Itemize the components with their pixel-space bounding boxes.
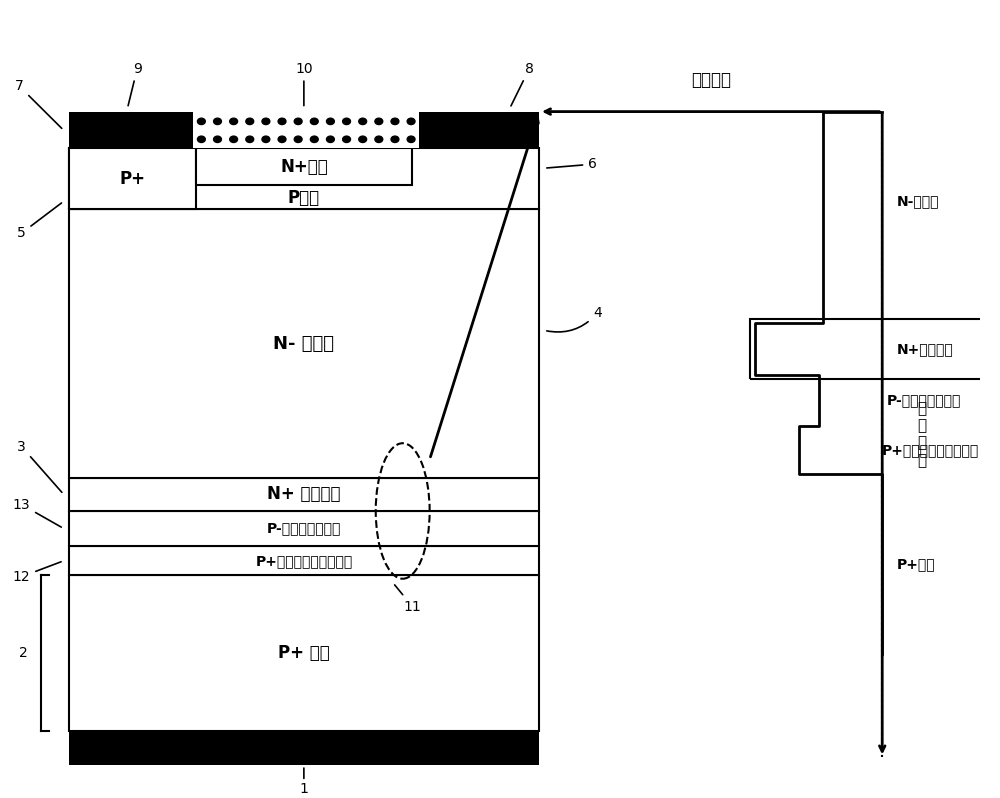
- Circle shape: [246, 118, 254, 124]
- Text: 1: 1: [299, 782, 308, 796]
- Circle shape: [375, 136, 383, 143]
- Circle shape: [230, 136, 238, 143]
- Text: 10: 10: [295, 61, 313, 105]
- Bar: [196, 148, 412, 185]
- Circle shape: [407, 118, 415, 124]
- Circle shape: [375, 118, 383, 124]
- Text: N-漂移区: N-漂移区: [897, 194, 939, 208]
- Text: 13: 13: [13, 498, 61, 527]
- Bar: [69, 148, 539, 209]
- Bar: [69, 575, 539, 731]
- Circle shape: [278, 136, 286, 143]
- Text: P+衬底: P+衬底: [897, 557, 936, 571]
- Bar: [69, 731, 539, 765]
- Circle shape: [278, 118, 286, 124]
- Circle shape: [310, 118, 318, 124]
- Circle shape: [391, 118, 399, 124]
- Circle shape: [359, 118, 367, 124]
- Text: 11: 11: [395, 585, 421, 614]
- Bar: [69, 547, 539, 575]
- Text: 纵
向
位
置: 纵 向 位 置: [917, 401, 926, 468]
- Circle shape: [197, 136, 205, 143]
- Text: P-注入增强缓冲层: P-注入增强缓冲层: [267, 522, 341, 535]
- Text: 3: 3: [17, 440, 62, 492]
- Text: P阱区: P阱区: [288, 189, 320, 207]
- Circle shape: [262, 136, 270, 143]
- Text: P+: P+: [119, 170, 145, 188]
- Bar: [69, 113, 539, 148]
- Text: 掺杂浓度: 掺杂浓度: [691, 71, 731, 89]
- Text: 7: 7: [15, 80, 62, 128]
- Text: N+场截止层: N+场截止层: [897, 342, 954, 356]
- Circle shape: [262, 118, 270, 124]
- Bar: [750, 319, 1000, 378]
- Circle shape: [197, 118, 205, 124]
- Text: P-注入增强缓冲层: P-注入增强缓冲层: [887, 393, 962, 408]
- Circle shape: [391, 136, 399, 143]
- Circle shape: [310, 136, 318, 143]
- Bar: [69, 478, 539, 511]
- Circle shape: [327, 118, 334, 124]
- Circle shape: [327, 136, 334, 143]
- Text: 8: 8: [511, 61, 534, 106]
- Text: 4: 4: [547, 306, 602, 332]
- Text: 6: 6: [547, 157, 597, 172]
- Text: P+ 衬底: P+ 衬底: [278, 644, 330, 662]
- Text: 9: 9: [128, 61, 142, 105]
- Text: 5: 5: [17, 203, 62, 240]
- Circle shape: [407, 136, 415, 143]
- Circle shape: [294, 118, 302, 124]
- Bar: [69, 209, 539, 478]
- Text: P+衬底缺陷抑制缓冲层: P+衬底缺陷抑制缓冲层: [882, 444, 979, 457]
- Circle shape: [343, 136, 350, 143]
- Bar: [69, 148, 196, 209]
- Text: N+源区: N+源区: [280, 157, 328, 176]
- Circle shape: [230, 118, 238, 124]
- Bar: [419, 113, 539, 148]
- Text: 12: 12: [13, 562, 61, 583]
- Circle shape: [359, 136, 367, 143]
- Circle shape: [214, 136, 221, 143]
- Bar: [69, 511, 539, 547]
- Circle shape: [343, 118, 350, 124]
- Text: N+ 场截止层: N+ 场截止层: [267, 485, 341, 504]
- Bar: [193, 113, 419, 148]
- Circle shape: [294, 136, 302, 143]
- Text: 2: 2: [19, 646, 28, 660]
- Circle shape: [214, 118, 221, 124]
- Text: P+衬底缺陷抑制缓冲层: P+衬底缺陷抑制缓冲层: [255, 554, 353, 568]
- Circle shape: [246, 136, 254, 143]
- Text: N- 漂移区: N- 漂移区: [273, 335, 334, 353]
